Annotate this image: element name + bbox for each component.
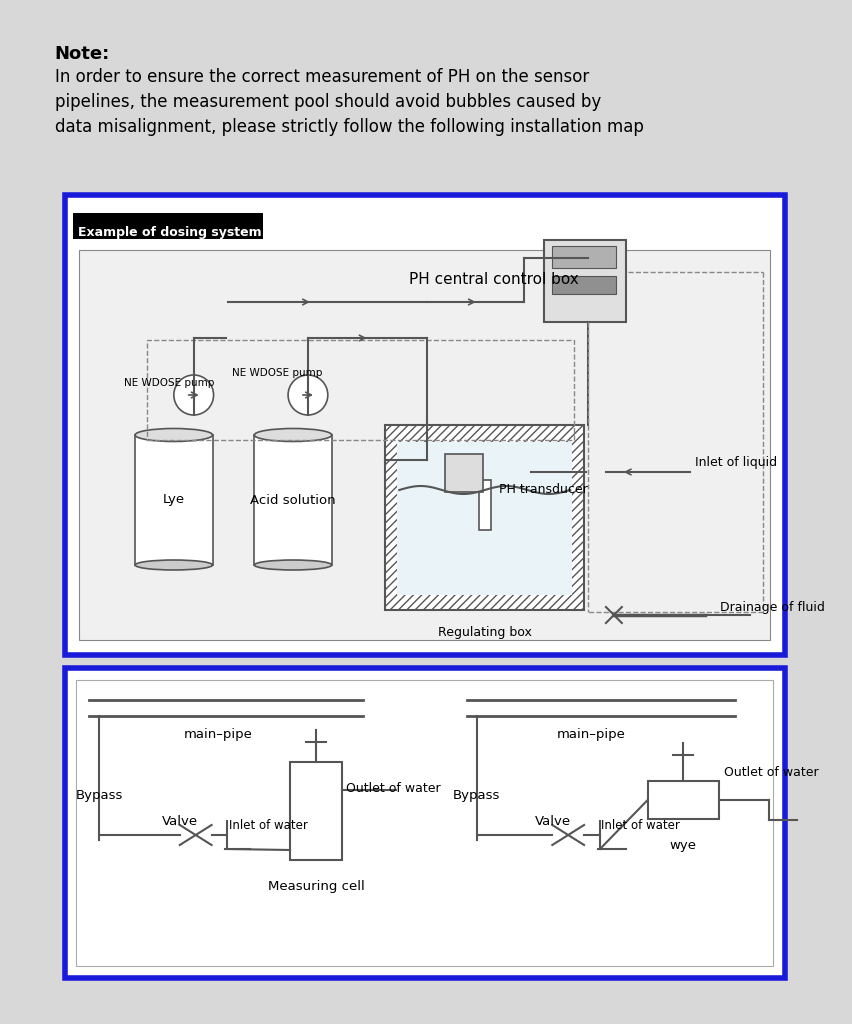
Bar (77, 680, 772, 966)
Text: main–pipe: main–pipe (184, 728, 253, 741)
Text: Bypass: Bypass (76, 788, 123, 802)
Text: NE WDOSE pump: NE WDOSE pump (124, 378, 215, 388)
Text: Example of dosing system: Example of dosing system (78, 226, 262, 239)
Text: Outlet of water: Outlet of water (723, 766, 818, 778)
Bar (478, 480, 490, 530)
Bar (290, 762, 342, 860)
Bar (445, 454, 482, 492)
Bar (385, 425, 584, 610)
Bar (147, 340, 573, 440)
Text: Valve: Valve (534, 815, 570, 828)
FancyBboxPatch shape (65, 195, 784, 655)
Text: Acid solution: Acid solution (250, 494, 336, 507)
Ellipse shape (135, 560, 212, 570)
Circle shape (288, 375, 327, 415)
Text: Outlet of water: Outlet of water (345, 782, 440, 795)
Text: PH central control box: PH central control box (408, 272, 578, 287)
Bar (254, 435, 331, 565)
Bar (135, 435, 212, 565)
Ellipse shape (135, 428, 212, 441)
Text: wye: wye (669, 839, 696, 852)
Bar (551, 246, 615, 268)
Text: Regulating box: Regulating box (437, 626, 531, 639)
Text: In order to ensure the correct measurement of PH on the sensor
pipelines, the me: In order to ensure the correct measureme… (55, 68, 642, 136)
Text: Inlet of water: Inlet of water (601, 819, 679, 831)
Circle shape (174, 375, 213, 415)
Text: Valve: Valve (162, 815, 198, 828)
Text: Bypass: Bypass (452, 788, 500, 802)
Bar (551, 276, 615, 294)
FancyBboxPatch shape (65, 668, 784, 978)
Text: Inlet of water: Inlet of water (229, 819, 308, 831)
Ellipse shape (254, 428, 331, 441)
Bar (72, 213, 263, 239)
Bar (397, 442, 572, 595)
Bar (647, 781, 718, 819)
Ellipse shape (254, 560, 331, 570)
Text: Inlet of liquid: Inlet of liquid (694, 456, 776, 469)
Text: PH transducer: PH transducer (498, 483, 587, 496)
Text: Measuring cell: Measuring cell (268, 880, 364, 893)
Bar (79, 250, 769, 640)
Text: NE WDOSE pump: NE WDOSE pump (233, 368, 322, 378)
Text: main–pipe: main–pipe (556, 728, 625, 741)
Bar (544, 240, 625, 322)
Text: Drainage of fluid: Drainage of fluid (719, 601, 824, 614)
Text: Lye: Lye (163, 494, 185, 507)
Text: Note:: Note: (55, 45, 110, 63)
